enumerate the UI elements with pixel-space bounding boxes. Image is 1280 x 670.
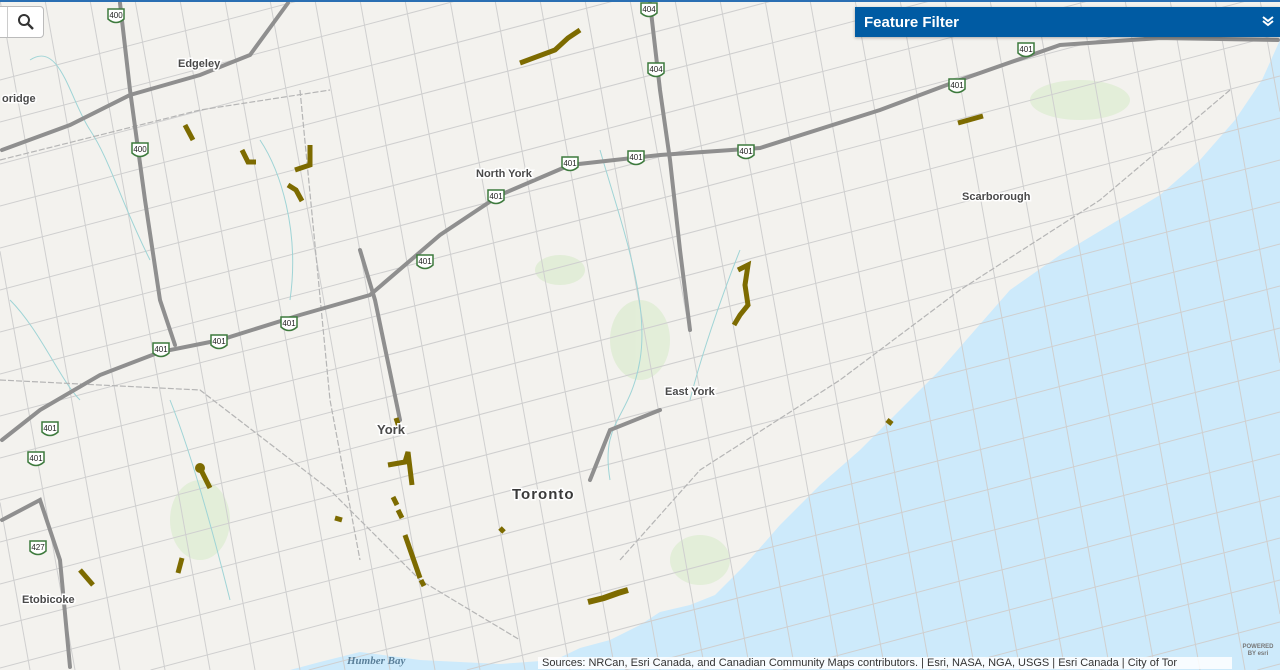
highway-shield-401: 401 [41,421,59,437]
feature-segment [387,451,415,486]
highway-shield-400: 400 [107,8,125,24]
highway-shields: 400 400 404 404 401 401 401 401 401 401 401 401 401 4… [27,2,1035,556]
highway-shield-401: 401 [210,334,228,350]
svg-text:401: 401 [489,192,503,201]
feature-segment [294,145,313,173]
highway-shield-401: 401 [152,342,170,358]
label-etobicoke: Etobicoke [22,594,75,606]
svg-text:401: 401 [739,147,753,156]
svg-text:401: 401 [43,424,57,433]
powered-by-esri: POWERED BY esri [1242,644,1274,657]
feature-segment [395,508,405,520]
highway-shield-401: 401 [948,78,966,94]
feature-segment [402,534,423,579]
feature-segment [393,417,403,431]
highway-shield-401: 401 [27,451,45,467]
label-north-york: North York [476,168,533,180]
highway-shield-401: 401 [561,156,579,172]
svg-text:401: 401 [418,257,432,266]
feature-filter-panel[interactable]: Feature Filter [855,7,1280,37]
feature-segment [957,113,984,126]
label-york: York [377,422,406,437]
feature-point [195,463,205,473]
highway-shield-401: 401 [737,144,755,160]
feature-segment [286,182,305,203]
svg-text:401: 401 [629,153,643,162]
search-widget[interactable] [0,6,44,38]
feature-segment [78,568,95,587]
highway-shield-401: 401 [487,189,505,205]
feature-segment [885,418,894,426]
svg-text:401: 401 [950,81,964,90]
svg-text:427: 427 [31,543,45,552]
railways [0,89,1231,641]
map-attribution: Sources: NRCan, Esri Canada, and Canadia… [538,657,1232,669]
svg-text:401: 401 [282,319,296,328]
svg-text:401: 401 [154,345,168,354]
label-edgeley: Edgeley [178,58,221,70]
svg-text:400: 400 [133,145,147,154]
top-border [0,0,1280,2]
svg-text:401: 401 [212,337,226,346]
double-chevron-down-icon[interactable] [1262,14,1274,30]
feature-segment [519,27,582,66]
svg-text:401: 401 [29,454,43,463]
svg-text:401: 401 [563,159,577,168]
highway-shield-401: 401 [416,254,434,270]
feature-segment [498,526,506,534]
highway-shield-427: 427 [29,540,47,556]
feature-segment [390,495,400,507]
highway-shield-401: 401 [280,316,298,332]
highway-shield-404: 404 [647,62,665,78]
highway-shield-404: 404 [640,2,658,18]
feature-segment [587,587,629,605]
svg-text:404: 404 [642,5,656,14]
label-scarborough: Scarborough [962,191,1031,203]
feature-filter-title: Feature Filter [864,13,960,31]
svg-text:401: 401 [1019,45,1033,54]
label-toronto: Toronto [512,486,575,503]
feature-segment [334,515,343,523]
label-bridge: oridge [2,93,36,105]
esri-logo[interactable]: POWERED BY esri [1238,644,1278,668]
search-icon [17,14,34,30]
lake-ontario [290,40,1280,670]
feature-segment [175,557,185,574]
svg-text:400: 400 [109,11,123,20]
highway-shield-401: 401 [1017,42,1035,58]
highway-shield-401: 401 [627,150,645,166]
svg-text:404: 404 [649,65,663,74]
feature-segment [182,123,196,142]
label-east-york: East York [665,386,716,398]
label-humber-bay: Humber Bay [346,655,405,667]
search-button[interactable] [7,7,43,37]
filtered-features [78,27,984,605]
feature-segment [418,578,427,588]
highway-shield-400: 400 [131,142,149,158]
feature-segment [731,260,752,327]
feature-segment [239,148,256,165]
